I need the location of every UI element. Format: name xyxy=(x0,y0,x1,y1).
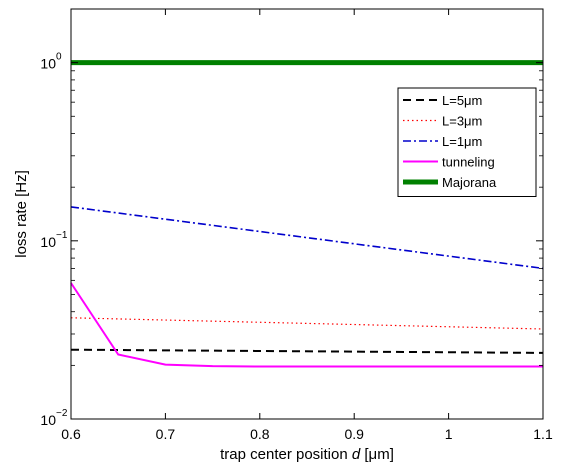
legend-label: L=5μm xyxy=(442,93,482,108)
legend-label: tunneling xyxy=(442,155,495,170)
legend-label: L=3μm xyxy=(442,114,482,129)
x-tick-label: 0.9 xyxy=(344,426,364,442)
x-axis-title-variable: d xyxy=(352,446,361,463)
series-line-l-1-m xyxy=(70,206,544,270)
x-axis-title: trap center position d [μm] xyxy=(220,446,394,463)
legend-box xyxy=(397,87,537,197)
plot-area xyxy=(70,60,544,368)
y-axis-title: loss rate [Hz] xyxy=(13,170,30,258)
legend-label: Majorana xyxy=(442,175,497,190)
legend: L=5μm L=3μm L=1μm tunneling Majorana xyxy=(397,87,537,197)
y-tick-label: 10 0 xyxy=(40,52,62,72)
series-line-l-5-m xyxy=(70,348,544,354)
x-tick-labels: 0.6 0.7 0.8 0.9 1 1.1 xyxy=(61,426,553,442)
x-axis-title-unit: [μm] xyxy=(360,446,394,463)
series-line-tunneling xyxy=(70,282,543,368)
y-tick-label: 10 −1 xyxy=(40,230,67,250)
axis-ticks xyxy=(70,8,544,420)
series-line-l-3-m xyxy=(70,317,544,330)
y-tick-label-exponent: 0 xyxy=(56,52,62,63)
x-tick-label: 0.6 xyxy=(61,426,81,442)
y-tick-label: 10 −2 xyxy=(40,408,67,428)
x-tick-label: 0.7 xyxy=(156,426,176,442)
y-tick-label-base: 10 xyxy=(40,412,56,428)
y-tick-label-base: 10 xyxy=(40,234,56,250)
y-tick-label-exponent: −2 xyxy=(56,408,68,419)
y-tick-label-base: 10 xyxy=(40,56,56,72)
y-tick-label-exponent: −1 xyxy=(56,230,68,241)
x-tick-label: 0.8 xyxy=(250,426,270,442)
x-tick-label: 1.1 xyxy=(533,426,553,442)
x-tick-label: 1 xyxy=(445,426,453,442)
plot-frame xyxy=(70,8,544,420)
legend-label: L=1μm xyxy=(442,134,482,149)
x-axis-title-prefix: trap center position xyxy=(220,446,352,463)
